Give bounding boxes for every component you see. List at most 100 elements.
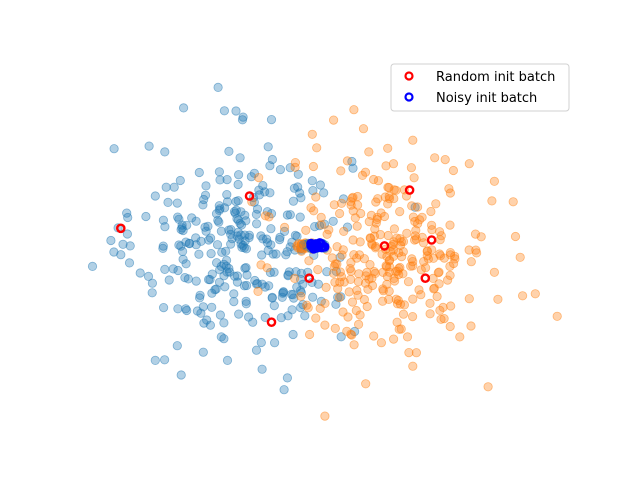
cluster-left-point xyxy=(281,250,291,260)
cluster-right-point xyxy=(253,286,263,296)
cluster-right-point xyxy=(334,208,345,219)
cluster-left-point xyxy=(203,221,213,231)
cluster-left-point xyxy=(181,304,191,314)
cluster-left-point xyxy=(232,277,242,287)
cluster-left-point xyxy=(173,304,183,314)
cluster-right-point xyxy=(346,200,356,210)
cluster-right-point xyxy=(301,225,311,235)
cluster-right-point xyxy=(316,212,326,222)
cluster-right-point xyxy=(396,252,407,262)
cluster-left-point xyxy=(269,338,280,348)
cluster-right-point xyxy=(339,226,349,236)
cluster-right-point xyxy=(510,231,521,242)
cluster-right-point xyxy=(347,330,357,340)
legend-marker-noisy-init xyxy=(404,92,414,102)
cluster-left-point xyxy=(176,370,186,380)
cluster-right-point xyxy=(346,266,356,276)
cluster-left-point xyxy=(87,261,98,271)
cluster-left-point xyxy=(226,239,236,249)
cluster-left-point xyxy=(288,329,298,340)
cluster-right-point xyxy=(409,235,420,245)
random-init-point xyxy=(266,317,277,328)
cluster-left-point xyxy=(191,233,201,243)
cluster-right-point xyxy=(381,161,391,171)
cluster-left-point xyxy=(315,180,325,190)
cluster-right-point xyxy=(391,266,401,277)
legend-label-noisy-init: Noisy init batch xyxy=(436,91,537,106)
cluster-right-point xyxy=(425,309,435,319)
cluster-left-point xyxy=(224,146,234,156)
cluster-right-point xyxy=(471,248,482,258)
cluster-right-point xyxy=(434,267,444,277)
cluster-left-point xyxy=(214,167,224,177)
cluster-left-point xyxy=(150,191,160,201)
cluster-left-point xyxy=(213,82,223,93)
cluster-left-point xyxy=(221,246,231,256)
cluster-right-point xyxy=(394,324,404,334)
cluster-left-point xyxy=(205,274,215,285)
cluster-left-point xyxy=(265,161,275,171)
cluster-left-point xyxy=(160,264,170,274)
cluster-right-point xyxy=(311,313,321,323)
cluster-left-point xyxy=(215,204,225,214)
cluster-left-point xyxy=(233,215,243,225)
cluster-left-point xyxy=(231,205,241,215)
random-init-point xyxy=(404,185,415,195)
cluster-right-point xyxy=(315,303,325,313)
cluster-left-point xyxy=(118,239,128,249)
cluster-right-point xyxy=(466,321,476,331)
cluster-left-point xyxy=(319,188,329,198)
cluster-left-point xyxy=(147,288,157,298)
cluster-right-point xyxy=(320,298,330,308)
cluster-left-point xyxy=(175,175,185,186)
cluster-right-point xyxy=(446,301,456,311)
cluster-right-point xyxy=(368,174,379,185)
cluster-left-point xyxy=(287,237,297,247)
cluster-right-point xyxy=(354,269,364,279)
cluster-left-point xyxy=(141,211,151,222)
cluster-left-point xyxy=(293,182,303,192)
cluster-right-point xyxy=(552,311,562,321)
cluster-left-point xyxy=(266,115,277,125)
cluster-left-point xyxy=(158,241,168,251)
cluster-right-point xyxy=(279,222,290,232)
cluster-right-point xyxy=(311,192,321,202)
cluster-left-point xyxy=(269,300,279,311)
cluster-left-point xyxy=(257,250,267,260)
cluster-right-point xyxy=(483,382,493,392)
cluster-left-point xyxy=(160,355,170,365)
cluster-left-point xyxy=(206,249,216,259)
cluster-right-point xyxy=(417,232,427,242)
cluster-left-point xyxy=(285,242,295,252)
cluster-left-point xyxy=(150,355,160,365)
cluster-left-point xyxy=(256,231,266,241)
cluster-left-point xyxy=(252,204,263,214)
cluster-left-point xyxy=(161,182,171,192)
cluster-left-point xyxy=(109,144,119,154)
cluster-left-point xyxy=(211,284,221,294)
cluster-right-point xyxy=(371,197,381,207)
cluster-right-point xyxy=(320,411,330,421)
cluster-left-point xyxy=(264,281,274,291)
cluster-left-point xyxy=(123,212,133,223)
cluster-left-point xyxy=(266,224,276,234)
cluster-left-point xyxy=(241,299,251,309)
cluster-right-point xyxy=(290,162,300,172)
cluster-right-point xyxy=(320,320,330,330)
cluster-left-point xyxy=(163,197,173,207)
cluster-right-point xyxy=(364,217,374,227)
cluster-right-point xyxy=(327,253,337,263)
cluster-left-point xyxy=(222,190,232,200)
cluster-right-point xyxy=(407,201,417,211)
cluster-left-point xyxy=(207,302,217,312)
cluster-right-point xyxy=(435,235,445,245)
cluster-left-point xyxy=(172,198,182,208)
cluster-left-point xyxy=(196,236,206,246)
cluster-right-point xyxy=(414,215,425,225)
cluster-left-point xyxy=(147,278,157,288)
cluster-right-point xyxy=(411,348,421,358)
cluster-right-point xyxy=(359,294,369,305)
cluster-left-point xyxy=(219,334,229,344)
cluster-right-point xyxy=(352,200,363,210)
cluster-left-point xyxy=(296,288,306,298)
